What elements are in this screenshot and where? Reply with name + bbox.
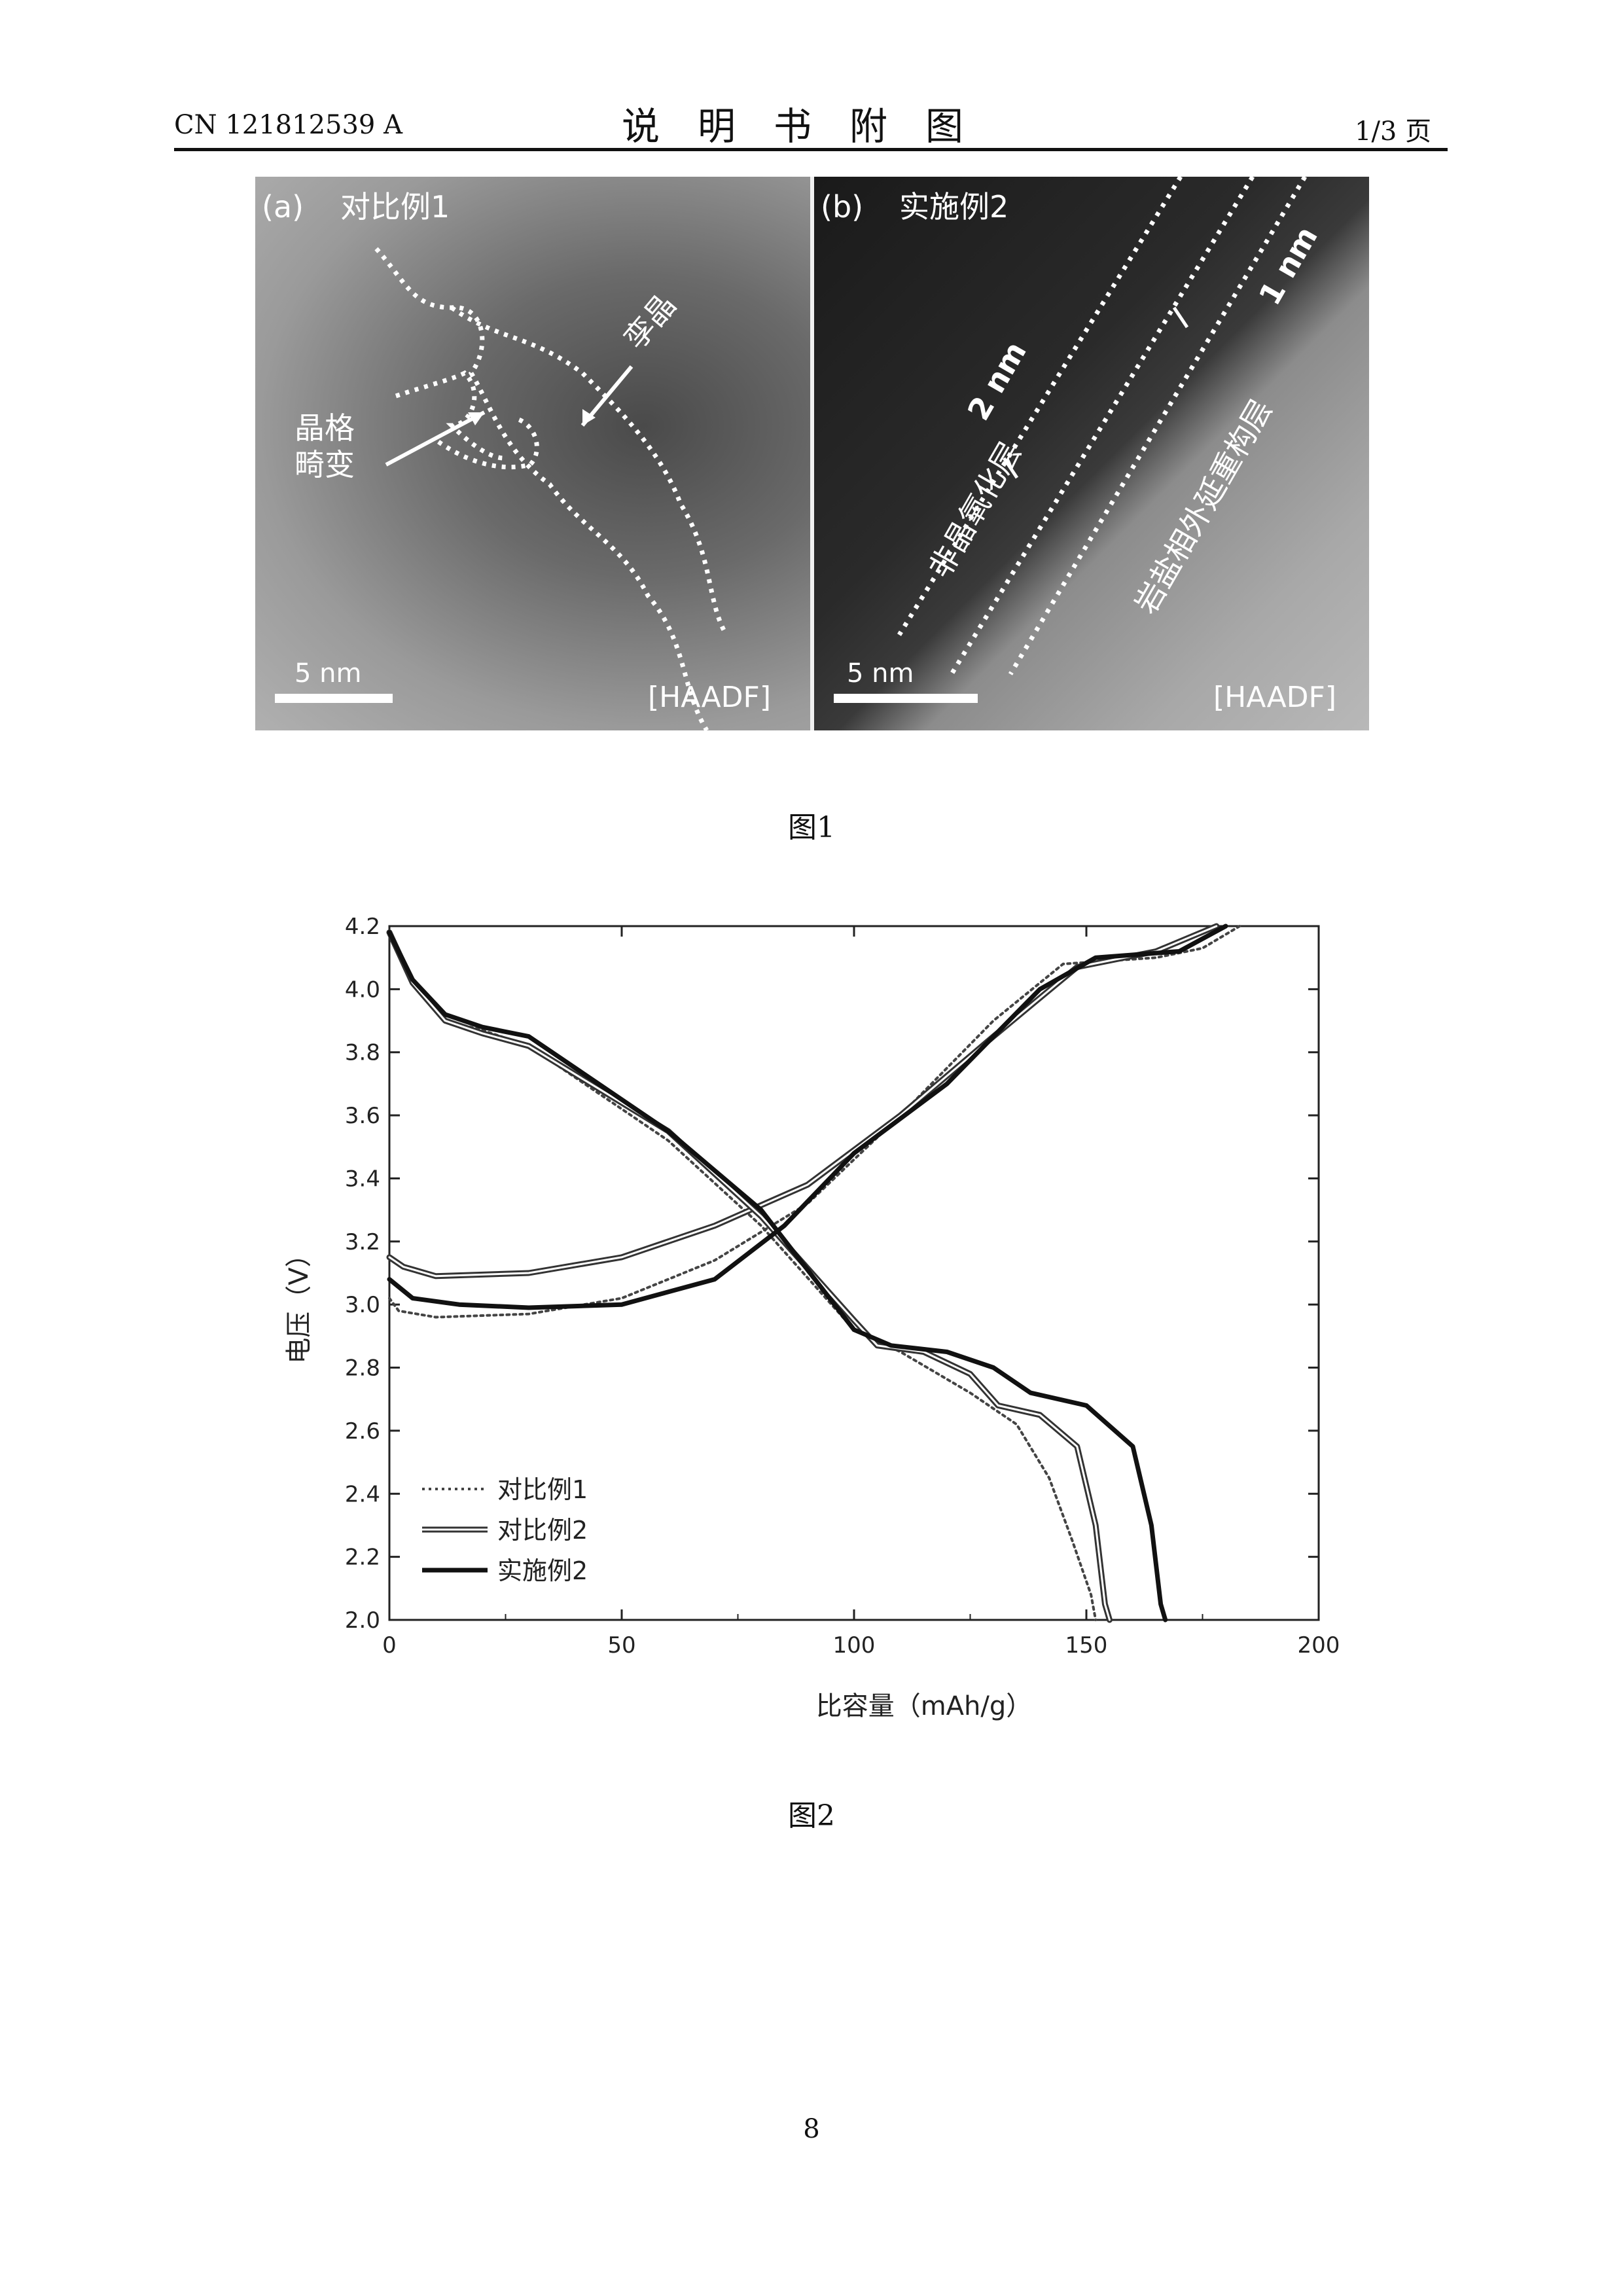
panel-b-tag: (b): [821, 189, 863, 224]
panel-a-title: 对比例1: [340, 189, 450, 224]
x-axis: 0 50 100 150 200: [382, 926, 1340, 1659]
legend-label-2: 对比例2: [497, 1516, 588, 1545]
distortion-label-line2: 畸变: [294, 447, 355, 482]
x-tick-label: 150: [1065, 1632, 1108, 1659]
x-axis-label: 比容量（mAh/g）: [816, 1691, 1033, 1721]
y-tick-label: 2.6: [345, 1418, 380, 1444]
series-layer: [386, 923, 1241, 1623]
panel-divider: [810, 177, 814, 730]
series-2-charge-line: [386, 923, 1220, 1280]
distortion-region: [395, 370, 505, 461]
panel-a-mode: [HAADF]: [648, 681, 771, 714]
amorphous-thickness-marker: [1002, 457, 1019, 479]
x-tick-label: 200: [1298, 1632, 1340, 1659]
y-tick-label: 2.8: [345, 1355, 380, 1382]
amorphous-label: 非晶氧化层: [922, 436, 1028, 584]
twin-label: 孪晶: [617, 287, 683, 356]
y-tick-label: 2.2: [345, 1545, 380, 1571]
epitaxial-label: 岩盐相外延重构层: [1128, 393, 1279, 620]
twin-boundary: [374, 247, 709, 730]
series-2-discharge-line: [388, 931, 1111, 1621]
panel-a-scale-label: 5 nm: [294, 658, 361, 689]
distortion-arrow: [385, 410, 486, 467]
x-tick-label: 0: [382, 1632, 397, 1659]
legend-label-1: 对比例1: [497, 1475, 588, 1504]
tem-panel-b: (b) 实施例2 非晶氧化层 2 nm 岩盐相外延重构层 1 nm 5 nm […: [814, 177, 1369, 730]
figure2-caption: 图2: [788, 1799, 835, 1833]
series-1-charge-line: [388, 925, 1241, 1319]
y-tick-label: 3.2: [345, 1229, 380, 1255]
figure1-caption: 图1: [788, 811, 835, 844]
series-3-discharge-line: [387, 930, 1168, 1623]
panel-a-scale-bar: [275, 694, 393, 703]
y-axis: 2.0 2.2 2.4 2.6 2.8 3.0 3.2 3.4 3.6 3.8 4.0 4.2: [345, 914, 1319, 1634]
page-of: 1/3 页: [1355, 117, 1432, 147]
legend-label-3: 实施例2: [497, 1556, 588, 1585]
panel-b-scale-bar: [834, 694, 978, 703]
y-tick-label: 3.0: [345, 1292, 380, 1318]
section-title: 说明书附图: [621, 104, 1001, 149]
y-tick-label: 4.0: [345, 977, 380, 1003]
series-3-charge-line: [387, 924, 1228, 1310]
amorphous-boundary-inner: [950, 177, 1255, 675]
epitaxial-thickness-marker: [1172, 306, 1189, 329]
panel-b-title: 实施例2: [899, 189, 1008, 224]
tem-panel-a: (a) 对比例1 孪晶 晶格 畸变 5 nm [HAADF]: [255, 177, 810, 730]
panel-b-scale-label: 5 nm: [847, 658, 914, 689]
y-tick-label: 2.4: [345, 1481, 380, 1507]
epitaxial-boundary: [1008, 177, 1308, 675]
tem-panel-a-overlay: (a) 对比例1 孪晶 晶格 畸变 5 nm [HAADF]: [262, 189, 771, 730]
voltage-capacity-chart: 2.0 2.2 2.4 2.6 2.8 3.0 3.2 3.4 3.6 3.8 4.0 4.2 0 50…: [284, 914, 1340, 1721]
distortion-arrowhead: [468, 412, 484, 425]
distortion-label-line1: 晶格: [294, 410, 355, 446]
tem-panel-b-overlay: (b) 实施例2 非晶氧化层 2 nm 岩盐相外延重构层 1 nm 5 nm […: [821, 177, 1336, 714]
epitaxial-thickness: 1 nm: [1252, 221, 1325, 311]
y-axis-label: 电压（V）: [284, 1241, 314, 1363]
panel-a-tag: (a): [262, 189, 304, 224]
y-tick-label: 3.8: [345, 1040, 380, 1066]
series-2-charge-line: [388, 925, 1218, 1278]
x-tick-label: 100: [833, 1632, 876, 1659]
amorphous-thickness: 2 nm: [961, 336, 1033, 426]
twin-boundary-2: [450, 306, 729, 636]
page-number: 8: [803, 2114, 820, 2144]
distortion-region-2: [437, 416, 539, 470]
doc-number: CN 121812539 A: [174, 110, 402, 140]
y-tick-label: 2.0: [345, 1607, 380, 1634]
header-rule: [174, 148, 1448, 151]
y-tick-label: 3.6: [345, 1103, 380, 1129]
y-tick-label: 3.4: [345, 1166, 380, 1192]
y-tick-label: 4.2: [345, 914, 380, 940]
twin-arrowhead: [582, 409, 596, 425]
panel-b-mode: [HAADF]: [1213, 681, 1336, 714]
legend: 对比例1 对比例2 实施例2: [422, 1475, 588, 1585]
x-tick-label: 50: [607, 1632, 635, 1659]
